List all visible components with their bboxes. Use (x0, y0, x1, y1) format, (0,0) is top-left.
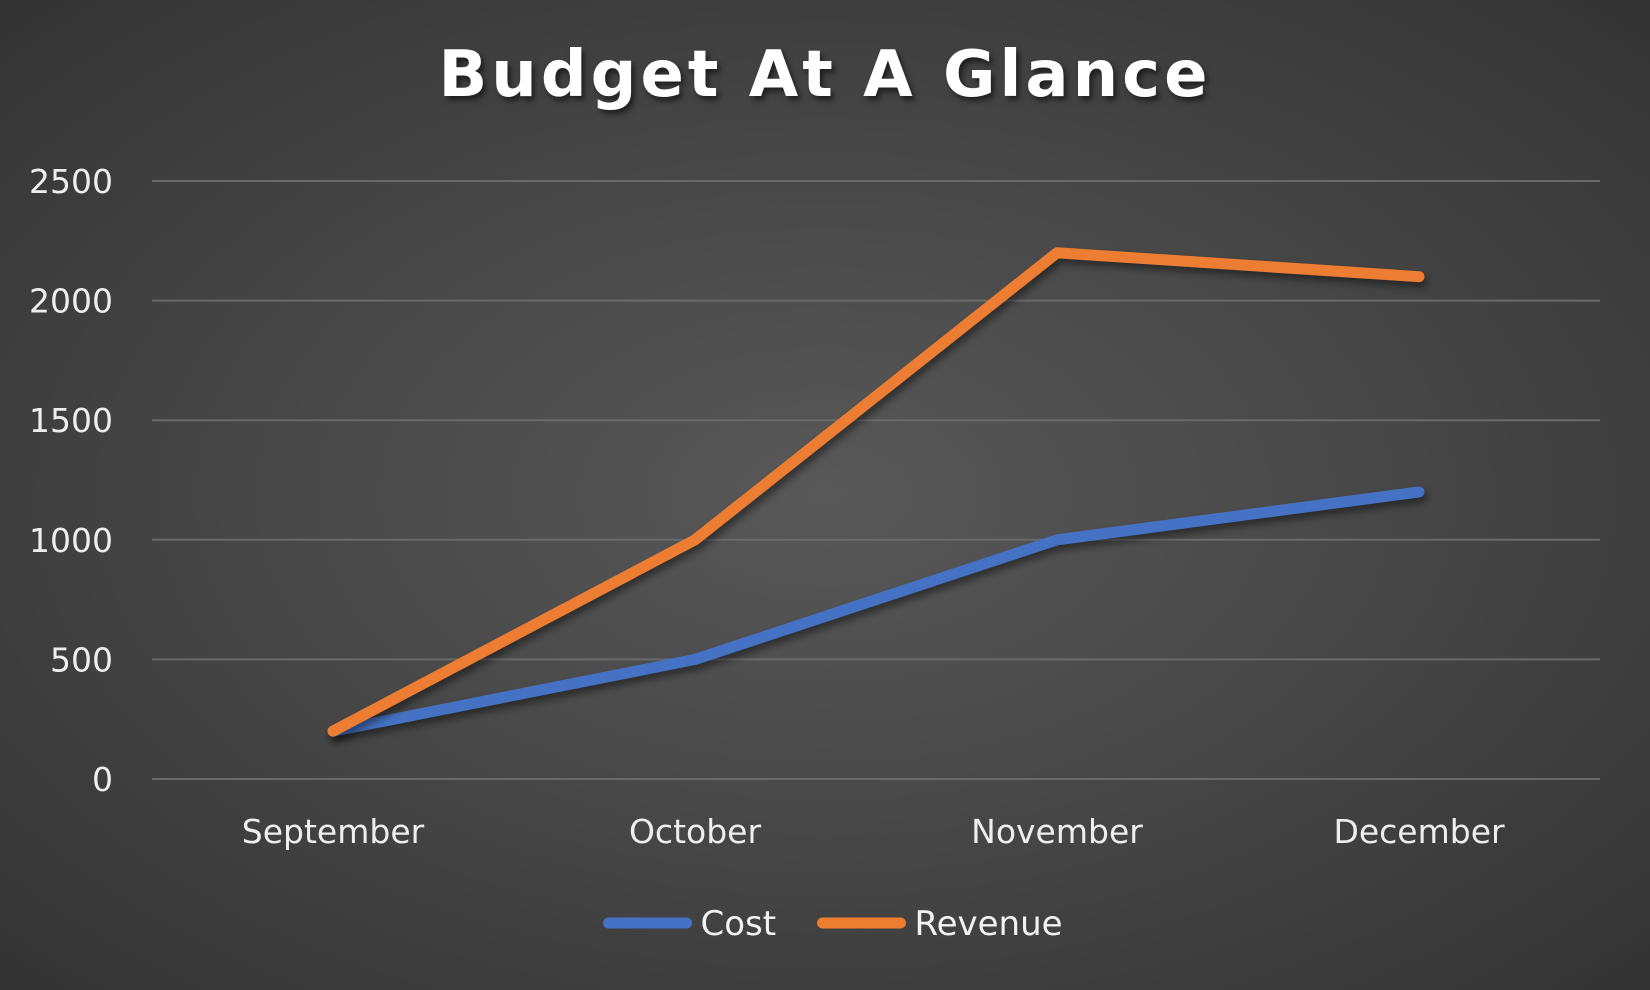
y-tick-label: 2500 (29, 162, 113, 201)
legend-label-revenue: Revenue (915, 904, 1063, 944)
y-tick-label: 1500 (29, 401, 113, 440)
series-line-revenue (327, 247, 1425, 737)
chart-title: Budget At A Glance (438, 38, 1212, 112)
y-tick-label: 1000 (29, 521, 113, 560)
x-tick-label: October (629, 812, 761, 851)
x-tick-label: November (971, 812, 1143, 851)
x-axis-ticks: September October November December (242, 812, 1505, 851)
x-tick-label: September (242, 812, 425, 851)
legend-label-cost: Cost (701, 904, 777, 944)
series-lines (327, 247, 1425, 737)
y-axis-ticks: 0 500 1000 1500 2000 2500 (29, 162, 113, 799)
legend: Cost Revenue (603, 904, 1063, 944)
y-tick-label: 0 (92, 760, 113, 799)
gridlines (152, 180, 1600, 780)
series-line-cost (327, 486, 1425, 737)
y-tick-label: 500 (50, 640, 113, 679)
y-tick-label: 2000 (29, 282, 113, 321)
x-tick-label: December (1333, 812, 1505, 851)
